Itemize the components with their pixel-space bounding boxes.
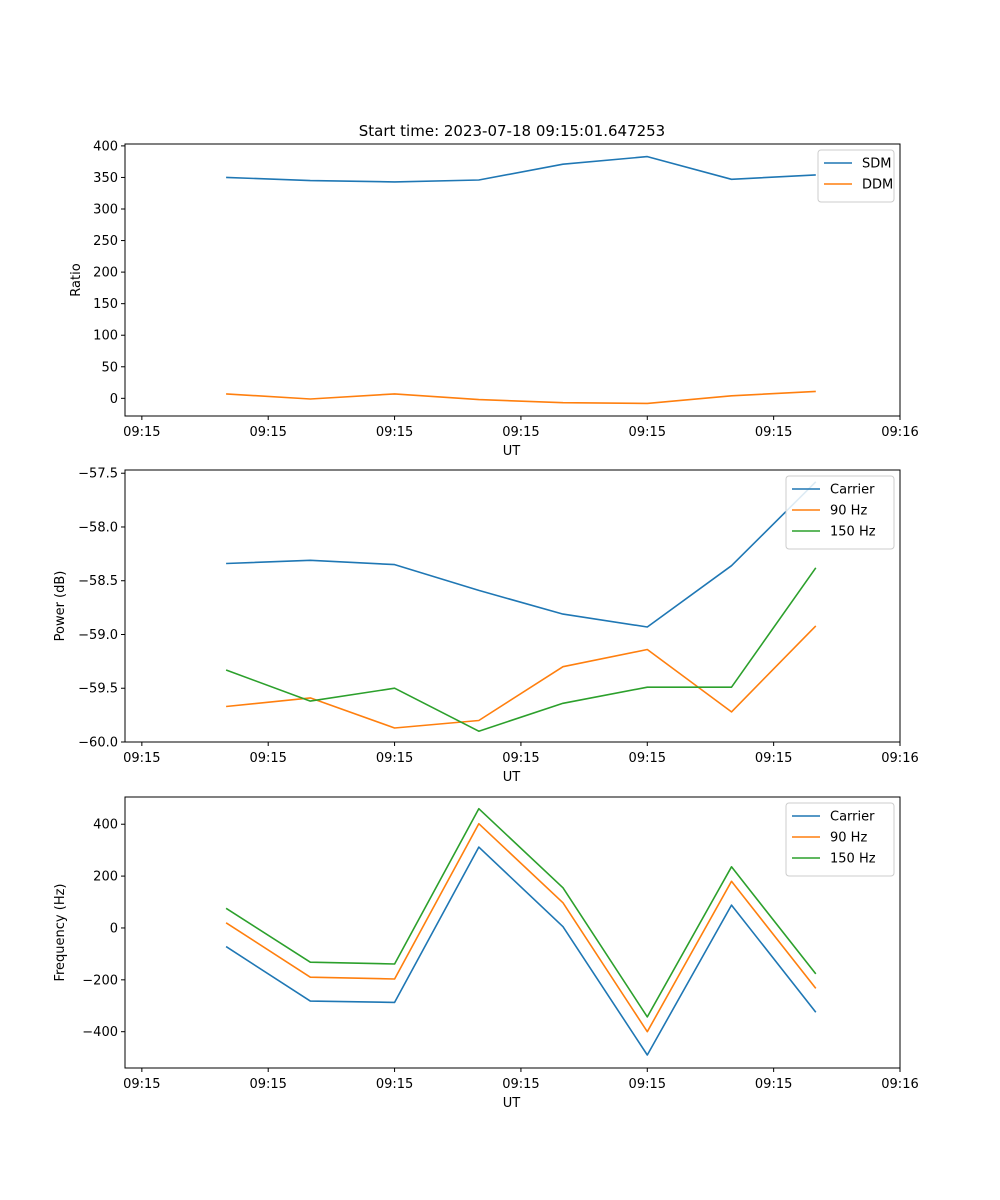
series-line-150-hz: [225, 567, 817, 733]
x-tick-label: 09:15: [755, 425, 792, 440]
y-tick-label: 200: [93, 266, 118, 281]
series-line-carrier: [226, 481, 817, 628]
y-tick-label: −58.0: [78, 520, 118, 535]
legend-entry: Carrier: [830, 483, 875, 498]
series-line-carrier: [225, 846, 817, 1056]
y-tick-label: 250: [93, 234, 118, 249]
x-tick-label: 09:15: [629, 425, 666, 440]
y-tick-label: 0: [110, 392, 118, 407]
y-tick-label: 350: [93, 171, 118, 186]
y-axis-label: Frequency (Hz): [53, 883, 68, 981]
x-tick-label: 09:15: [502, 751, 539, 766]
series-line-90-hz: [226, 625, 817, 729]
y-axis-label: Ratio: [69, 263, 84, 296]
chart-panel-1: 09:15 09:15 09:15 09:15 09:15 09:15 09:16 400 35…: [69, 139, 919, 459]
x-axis-label: UT: [503, 770, 521, 785]
x-axis-label: UT: [503, 444, 521, 459]
x-tick-label: 09:15: [629, 751, 666, 766]
axes-frame: [124, 469, 901, 743]
y-tick-label: −59.0: [78, 628, 118, 643]
y-tick-label: −59.5: [78, 682, 118, 697]
y-tick-label: −58.5: [78, 574, 118, 589]
axes-frame: [124, 143, 901, 417]
y-tick-label: 300: [93, 203, 118, 218]
x-tick-label: 09:16: [881, 1077, 918, 1092]
y-tick-label: 100: [93, 329, 118, 344]
series-line-sdm: [226, 155, 816, 183]
x-tick-label: 09:15: [629, 1077, 666, 1092]
y-tick-label: −60.0: [78, 736, 118, 751]
y-tick-label: 50: [101, 360, 118, 375]
legend: Carrier 90 Hz 150 Hz: [785, 475, 895, 550]
chart-panel-2: 09:15 09:15 09:15 09:15 09:15 09:15 09:16 −57.5…: [53, 467, 919, 785]
legend-entry: DDM: [862, 178, 893, 193]
x-tick-label: 09:16: [881, 751, 918, 766]
x-axis-label: UT: [503, 1096, 521, 1111]
y-tick-label: 400: [93, 139, 118, 154]
y-tick-label: −57.5: [78, 467, 118, 482]
legend-entry: 150 Hz: [830, 525, 876, 540]
x-tick-label: 09:15: [376, 1077, 413, 1092]
panels: 09:15 09:15 09:15 09:15 09:15 09:15 09:16 400 35…: [53, 139, 919, 1111]
x-tick-label: 09:15: [249, 425, 286, 440]
y-tick-label: 0: [110, 921, 118, 936]
x-tick-label: 09:15: [123, 1077, 160, 1092]
x-tick-label: 09:15: [123, 425, 160, 440]
legend-entry: 90 Hz: [830, 831, 867, 846]
x-tick-label: 09:15: [123, 751, 160, 766]
legend-entry: 150 Hz: [830, 852, 876, 867]
y-tick-label: 400: [93, 818, 118, 833]
y-tick-label: 200: [93, 870, 118, 885]
axes-frame: [124, 796, 901, 1069]
legend-entry: SDM: [862, 157, 891, 172]
chart-panel-3: 09:15 09:15 09:15 09:15 09:15 09:15 09:16 400 20…: [53, 796, 919, 1111]
x-tick-label: 09:15: [755, 1077, 792, 1092]
x-tick-label: 09:15: [376, 751, 413, 766]
figure-title: Start time: 2023-07-18 09:15:01.647253: [359, 122, 665, 140]
series-line-ddm: [226, 390, 816, 405]
y-tick-label: −400: [82, 1025, 118, 1040]
x-tick-label: 09:15: [755, 751, 792, 766]
y-tick-label: 150: [93, 297, 118, 312]
x-tick-label: 09:15: [502, 1077, 539, 1092]
legend: SDM DDM: [817, 149, 895, 203]
series-line-150-hz: [225, 807, 817, 1018]
x-tick-label: 09:15: [249, 1077, 286, 1092]
legend: Carrier 90 Hz 150 Hz: [785, 802, 895, 877]
y-axis-label: Power (dB): [53, 571, 68, 642]
x-tick-label: 09:15: [376, 425, 413, 440]
series-line-90-hz: [225, 822, 817, 1033]
x-tick-label: 09:15: [249, 751, 286, 766]
y-tick-label: −200: [82, 973, 118, 988]
x-tick-label: 09:16: [881, 425, 918, 440]
legend-entry: Carrier: [830, 810, 875, 825]
x-tick-label: 09:15: [502, 425, 539, 440]
legend-entry: 90 Hz: [830, 504, 867, 519]
